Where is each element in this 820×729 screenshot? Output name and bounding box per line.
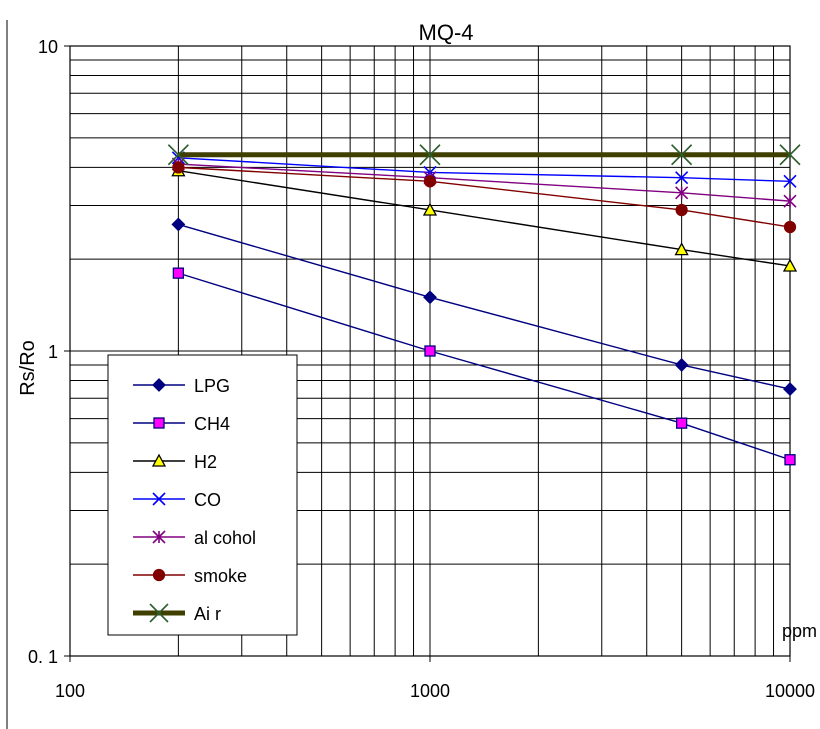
legend-label: CO: [194, 490, 221, 510]
data-point: [783, 194, 797, 208]
legend-marker: [153, 417, 165, 429]
x-tick-label: 100: [55, 681, 85, 701]
data-point: [172, 267, 185, 279]
legend-label: smoke: [194, 566, 247, 586]
data-point: [675, 186, 689, 200]
data-point: [783, 382, 797, 397]
x-tick-label: 10000: [765, 681, 815, 701]
series-line: [178, 170, 791, 267]
y-tick-label: 0. 1: [28, 647, 58, 667]
x-axis-label: ppm: [782, 621, 817, 641]
legend-marker: [152, 530, 166, 544]
legend-box: [107, 354, 298, 636]
data-point: [172, 161, 185, 174]
data-point: [674, 358, 689, 372]
data-point: [675, 171, 689, 185]
series-6: [167, 144, 801, 166]
data-point: [784, 454, 796, 466]
legend-marker: [152, 378, 166, 392]
data-point: [783, 174, 797, 188]
data-point: [419, 144, 441, 166]
series-line: [178, 223, 791, 390]
legend-label: H2: [194, 452, 217, 472]
data-point: [675, 417, 688, 429]
legend-item: smoke: [133, 566, 247, 586]
series-3: [171, 151, 797, 188]
data-point: [674, 242, 689, 256]
legend-marker: [152, 492, 166, 506]
data-point: [782, 258, 798, 272]
legend-item: CO: [133, 490, 221, 510]
y-axis-label: Rs/Ro: [17, 340, 39, 396]
legend-label: CH4: [194, 414, 230, 434]
legend-label: LPG: [194, 376, 230, 396]
data-point: [423, 175, 437, 188]
legend-item: Ai r: [133, 603, 221, 624]
series-line: [178, 157, 791, 183]
legend-item: H2: [133, 452, 217, 472]
chart-title: MQ-4: [419, 20, 474, 45]
data-point: [424, 345, 436, 357]
legend-marker: [152, 568, 166, 582]
series-lines: [167, 144, 801, 466]
series-0: [171, 217, 797, 397]
data-point: [675, 203, 688, 217]
legend-label: Ai r: [194, 604, 221, 624]
legend-marker: [149, 603, 169, 623]
series-line: [178, 166, 791, 228]
y-tick-label: 1: [48, 342, 58, 362]
legend-label: al cohol: [194, 528, 256, 548]
data-point: [423, 290, 437, 305]
x-tick-label: 1000: [410, 681, 450, 701]
data-point: [779, 144, 801, 166]
series-1: [172, 267, 796, 466]
data-point: [167, 144, 189, 166]
legend: LPG CH4 H2 CO al cohol smoke Ai r: [107, 354, 298, 636]
data-point: [422, 202, 438, 216]
data-point: [671, 144, 693, 166]
legend-item: LPG: [133, 376, 230, 396]
legend-item: CH4: [133, 414, 230, 434]
series-line: [178, 163, 791, 202]
data-point: [783, 220, 797, 234]
tick-labels: 100 1000 10000 0. 1 1 10: [28, 37, 815, 701]
series-5: [172, 161, 797, 234]
legend-marker: [151, 453, 167, 467]
legend-item: al cohol: [133, 528, 256, 548]
series-line: [178, 272, 791, 461]
data-point: [171, 217, 186, 232]
y-tick-label: 10: [38, 37, 58, 57]
